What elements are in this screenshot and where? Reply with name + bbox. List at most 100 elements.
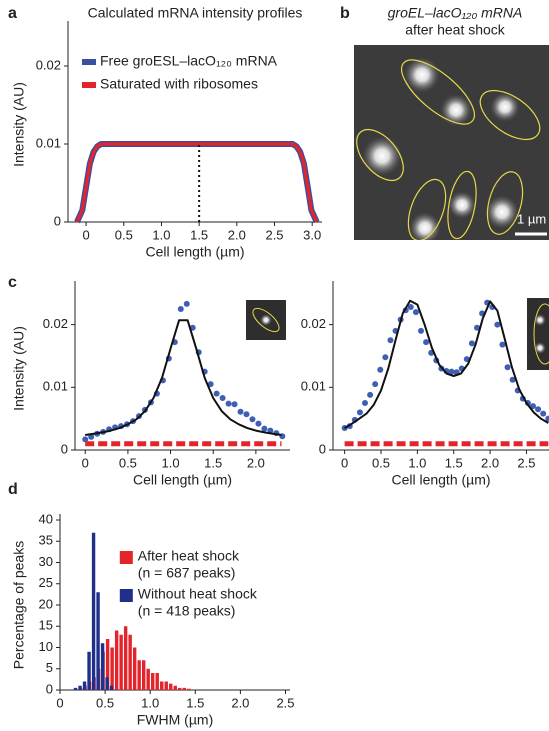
data-point [423, 339, 429, 345]
bar [174, 686, 177, 690]
data-point [82, 436, 88, 442]
bar [96, 592, 99, 690]
y-tick-label: 30 [39, 554, 53, 569]
y-tick-label: 0 [61, 441, 68, 456]
data-point [261, 426, 267, 432]
scale-bar-label: 1 µm [517, 211, 546, 226]
chart-4: d Percentage of peaks FWHM (µm) 0 5 10 15 20 25 3… [8, 481, 295, 727]
legend-swatch [120, 589, 133, 602]
bar [105, 677, 108, 690]
data-point [226, 401, 232, 407]
x-tick-label: 1.5 [204, 455, 222, 470]
y-tick-label: 15 [39, 618, 53, 633]
y-tick-label: 25 [39, 575, 53, 590]
chart-title: Calculated mRNA intensity profiles [88, 5, 303, 21]
x-tick-label: 0.5 [119, 455, 137, 470]
y-tick-label: 35 [39, 533, 53, 548]
y-tick-label: 0.02 [301, 316, 326, 331]
bar [165, 682, 168, 691]
data-point [535, 406, 541, 412]
bar [133, 648, 136, 691]
y-tick-label: 10 [39, 639, 53, 654]
bar [146, 669, 149, 690]
x-tick-label: 1.0 [408, 455, 426, 470]
legend-detail: (n = 418 peaks) [138, 603, 236, 619]
micrograph-b: b groEL–lacO₁₂₀ mRNA after heat shock 1 … [340, 5, 549, 246]
image-title: groEL–lacO₁₂₀ mRNA [388, 5, 523, 21]
y-tick-label: 0.01 [301, 379, 326, 394]
x-tick-label: 0.5 [372, 455, 390, 470]
y-tick-label: 0.02 [36, 57, 61, 72]
data-point [214, 391, 220, 397]
x-tick-label: 2.0 [231, 695, 249, 710]
bar [110, 686, 113, 690]
bar [160, 682, 163, 691]
data-point [505, 364, 511, 370]
legend-swatch [82, 59, 96, 65]
data-point [540, 411, 546, 417]
panel-letter: b [340, 5, 350, 22]
x-tick-label: 1.5 [445, 455, 463, 470]
legend-detail: (n = 687 peaks) [138, 565, 236, 581]
image-subtitle: after heat shock [405, 22, 506, 38]
y-tick-label: 0 [46, 681, 53, 696]
x-tick-label: 1.0 [162, 455, 180, 470]
x-tick-label: 2.5 [265, 227, 283, 242]
x-tick-label: 2.0 [247, 455, 265, 470]
x-tick-label: 2.0 [481, 455, 499, 470]
x-axis-label: FWHM (µm) [137, 712, 213, 728]
bar [137, 660, 140, 690]
x-axis-label: Cell length (µm) [145, 244, 244, 260]
data-point [377, 367, 383, 373]
bar [87, 652, 90, 690]
legend-swatch [120, 551, 133, 564]
x-tick-label: 3.0 [303, 227, 321, 242]
bar [128, 635, 131, 690]
x-tick-label: 1.0 [152, 227, 170, 242]
legend-label: Without heat shock [138, 586, 258, 602]
data-point [469, 340, 475, 346]
data-point [249, 416, 255, 422]
bar [119, 635, 122, 690]
data-point [243, 411, 249, 417]
x-tick-label: 2.5 [276, 695, 294, 710]
y-tick-label: 0.02 [43, 316, 68, 331]
x-tick-label: 2.5 [517, 455, 535, 470]
y-axis-label: Percentage of peaks [11, 541, 27, 669]
bar [83, 682, 86, 691]
panel-letter: d [8, 481, 18, 498]
data-point [220, 395, 226, 401]
y-tick-label: 40 [39, 511, 53, 526]
series-line [77, 144, 317, 222]
bar [183, 688, 186, 690]
x-tick-label: 0 [56, 695, 63, 710]
y-tick-label: 5 [46, 660, 53, 675]
bar [92, 533, 95, 690]
bar [178, 688, 181, 690]
inset-c-right [527, 298, 549, 370]
bar [115, 631, 118, 691]
bar [169, 684, 172, 690]
x-tick-label: 0.5 [96, 695, 114, 710]
bar [74, 688, 77, 690]
data-point [382, 354, 388, 360]
bar [78, 686, 81, 690]
legend-swatch [82, 82, 96, 88]
y-axis-label: Intensity (AU) [11, 82, 27, 167]
panel-letter: c [8, 274, 17, 291]
x-axis-label: Cell length (µm) [391, 472, 490, 488]
chart-0: a Calculated mRNA intensity profiles Inten… [8, 5, 322, 260]
data-point [367, 392, 373, 398]
data-point [413, 309, 419, 315]
legend-label: Saturated with ribosomes [100, 76, 258, 92]
x-tick-label: 0.5 [115, 227, 133, 242]
series-line [77, 144, 317, 222]
data-point [232, 401, 238, 407]
y-axis-label: Intensity (AU) [11, 326, 27, 411]
legend-label: After heat shock [138, 548, 240, 564]
data-point [178, 306, 184, 312]
y-tick-label: 20 [39, 596, 53, 611]
x-tick-label: 0 [341, 455, 348, 470]
panel-letter: a [8, 5, 17, 22]
